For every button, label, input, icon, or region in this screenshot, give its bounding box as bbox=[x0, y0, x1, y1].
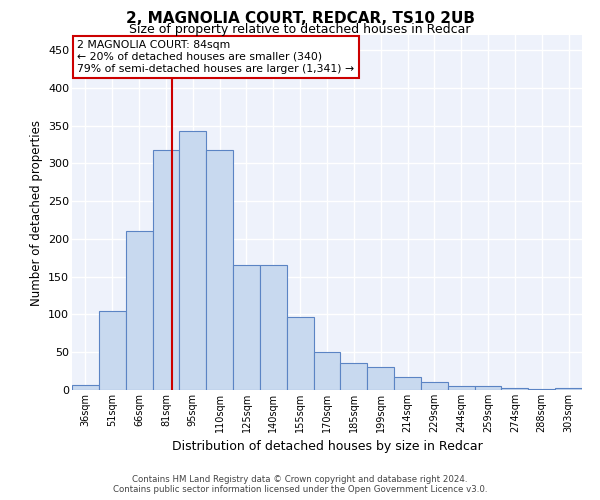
Text: 2, MAGNOLIA COURT, REDCAR, TS10 2UB: 2, MAGNOLIA COURT, REDCAR, TS10 2UB bbox=[125, 11, 475, 26]
Bar bbox=[421, 382, 448, 390]
Bar bbox=[502, 388, 529, 390]
Bar bbox=[367, 368, 394, 390]
Text: 2 MAGNOLIA COURT: 84sqm
← 20% of detached houses are smaller (340)
79% of semi-d: 2 MAGNOLIA COURT: 84sqm ← 20% of detache… bbox=[77, 40, 354, 74]
Bar bbox=[340, 363, 367, 390]
Bar bbox=[125, 232, 152, 390]
Bar bbox=[314, 352, 340, 390]
Y-axis label: Number of detached properties: Number of detached properties bbox=[29, 120, 43, 306]
Bar bbox=[555, 388, 582, 390]
Bar bbox=[394, 377, 421, 390]
Bar bbox=[287, 316, 314, 390]
Bar bbox=[529, 389, 555, 390]
Bar bbox=[475, 386, 502, 390]
Bar bbox=[179, 131, 206, 390]
Bar bbox=[152, 150, 179, 390]
Bar bbox=[99, 310, 125, 390]
X-axis label: Distribution of detached houses by size in Redcar: Distribution of detached houses by size … bbox=[172, 440, 482, 454]
Text: Contains HM Land Registry data © Crown copyright and database right 2024.
Contai: Contains HM Land Registry data © Crown c… bbox=[113, 474, 487, 494]
Bar bbox=[448, 386, 475, 390]
Bar bbox=[233, 266, 260, 390]
Bar bbox=[206, 150, 233, 390]
Bar bbox=[72, 384, 99, 390]
Bar bbox=[260, 266, 287, 390]
Text: Size of property relative to detached houses in Redcar: Size of property relative to detached ho… bbox=[129, 22, 471, 36]
